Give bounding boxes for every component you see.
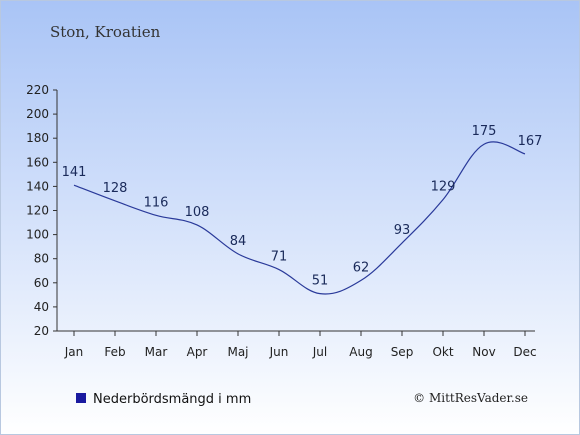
legend: Nederbördsmängd i mm bbox=[76, 392, 251, 407]
data-label: 84 bbox=[230, 234, 247, 249]
data-label: 128 bbox=[103, 181, 128, 196]
y-tick-label: 20 bbox=[34, 324, 49, 338]
data-label: 51 bbox=[312, 274, 329, 289]
y-ticks: 20 40 60 80 100 120 140 160 180 200 220 bbox=[26, 83, 57, 338]
x-tick-label: Sep bbox=[391, 345, 414, 359]
data-label: 167 bbox=[518, 134, 543, 149]
x-tick-label: Aug bbox=[349, 345, 372, 359]
x-tick-label: Maj bbox=[227, 345, 248, 359]
data-label: 116 bbox=[144, 195, 169, 210]
data-label: 62 bbox=[353, 260, 370, 275]
data-label: 141 bbox=[62, 165, 87, 180]
y-tick-label: 100 bbox=[26, 228, 49, 242]
data-label: 175 bbox=[472, 124, 497, 139]
x-tick-label: Okt bbox=[432, 345, 453, 359]
credit-text: © MittResVader.se bbox=[413, 391, 528, 405]
y-tick-label: 140 bbox=[26, 179, 49, 193]
data-label: 129 bbox=[431, 180, 456, 195]
x-tick-label: Dec bbox=[513, 345, 536, 359]
data-label: 108 bbox=[185, 205, 210, 220]
y-tick-label: 180 bbox=[26, 131, 49, 145]
x-tick-label: Jun bbox=[269, 345, 289, 359]
series-line-precipitation bbox=[73, 141, 526, 295]
x-tick-label: Mar bbox=[145, 345, 168, 359]
x-tick-label: Jan bbox=[64, 345, 84, 359]
data-label: 93 bbox=[394, 223, 411, 238]
x-tick-label: Apr bbox=[187, 345, 208, 359]
legend-marker bbox=[76, 393, 86, 403]
y-tick-label: 160 bbox=[26, 155, 49, 169]
data-labels: 141 128 116 108 84 71 51 62 93 129 175 167 bbox=[62, 124, 543, 288]
x-tick-label: Jul bbox=[312, 345, 327, 359]
y-tick-label: 200 bbox=[26, 107, 49, 121]
y-tick-label: 120 bbox=[26, 204, 49, 218]
chart-title: Ston, Kroatien bbox=[50, 23, 161, 41]
x-ticks: Jan Feb Mar Apr Maj Jun Jul Aug Sep Okt Nov Dec bbox=[64, 331, 537, 359]
y-tick-label: 220 bbox=[26, 83, 49, 97]
x-tick-label: Feb bbox=[104, 345, 125, 359]
y-tick-label: 80 bbox=[34, 252, 49, 266]
legend-label: Nederbördsmängd i mm bbox=[93, 392, 251, 407]
x-tick-label: Nov bbox=[472, 345, 495, 359]
y-tick-label: 60 bbox=[34, 276, 49, 290]
y-tick-label: 40 bbox=[34, 300, 49, 314]
data-label: 71 bbox=[271, 250, 288, 265]
